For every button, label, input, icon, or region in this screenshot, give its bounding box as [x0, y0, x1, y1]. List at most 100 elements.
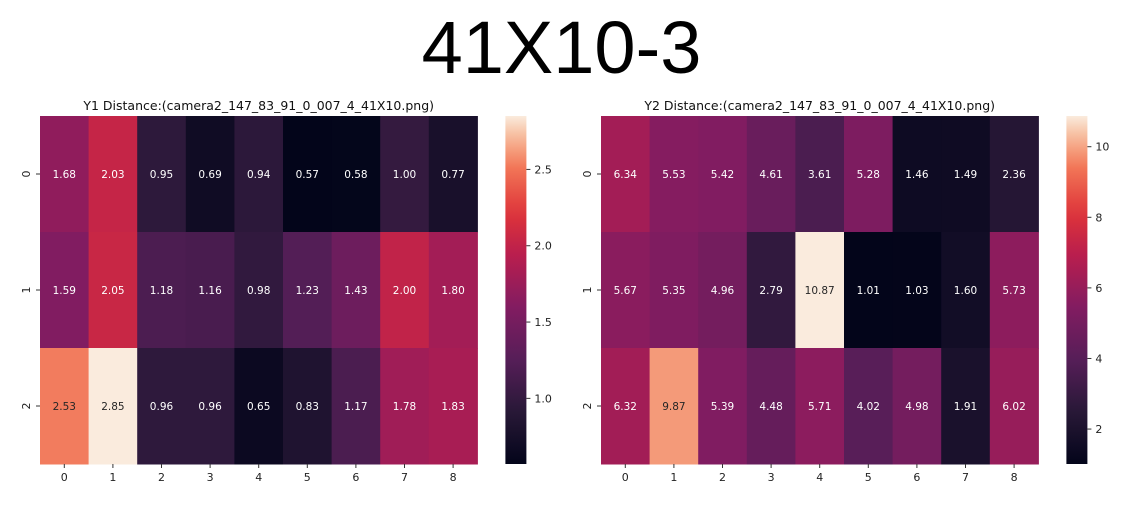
cell-value-label: 2.05: [101, 285, 124, 297]
heatmap-cell: [380, 116, 430, 233]
x-tick-label: 7: [962, 471, 969, 484]
heatmap-cell: [698, 348, 748, 465]
heatmap-cell: [844, 232, 894, 349]
x-tick-label: 1: [670, 471, 677, 484]
chart-title: Y2 Distance:(camera2_147_83_91_0_007_4_4…: [643, 98, 995, 113]
x-tick-label: 0: [61, 471, 68, 484]
heatmap-cell: [989, 116, 1039, 233]
cell-value-label: 0.83: [296, 401, 319, 413]
cell-value-label: 1.59: [53, 285, 76, 297]
x-tick-label: 5: [304, 471, 311, 484]
heatmap-cell: [331, 116, 381, 233]
heatmap-cell: [795, 348, 845, 465]
chart-title: Y1 Distance:(camera2_147_83_91_0_007_4_4…: [82, 98, 434, 113]
cell-value-label: 2.03: [101, 169, 124, 181]
cell-value-label: 4.48: [759, 401, 782, 413]
colorbar-tick-label: 6: [1095, 282, 1102, 295]
heatmap-cell: [649, 116, 699, 233]
heatmap-cell: [601, 348, 651, 465]
heatmap-cell: [88, 232, 138, 349]
heatmap-cell: [428, 232, 478, 349]
y-tick-label: 0: [20, 171, 33, 178]
cell-value-label: 0.96: [198, 401, 222, 413]
x-tick-label: 2: [158, 471, 165, 484]
cell-value-label: 5.35: [662, 285, 685, 297]
heatmap-cell: [283, 348, 333, 465]
cell-value-label: 5.67: [614, 285, 637, 297]
heatmap-cell: [331, 232, 381, 349]
heatmap-cell: [428, 348, 478, 465]
cell-value-label: 0.98: [247, 285, 270, 297]
heatmap-cell: [380, 232, 430, 349]
colorbar-tick-label: 4: [1095, 352, 1102, 365]
x-tick-label: 3: [768, 471, 775, 484]
heatmap-cell: [892, 116, 942, 233]
heatmap-cell: [137, 348, 187, 465]
cell-value-label: 1.18: [150, 285, 173, 297]
cell-value-label: 1.16: [198, 285, 222, 297]
heatmap-y2-panel: Y2 Distance:(camera2_147_83_91_0_007_4_4…: [561, 94, 1121, 514]
heatmap-cell: [989, 232, 1039, 349]
heatmap-cell: [649, 348, 699, 465]
cell-value-label: 3.61: [808, 169, 831, 181]
heatmap-cell: [428, 116, 478, 233]
x-tick-label: 8: [1011, 471, 1018, 484]
cell-value-label: 6.02: [1002, 401, 1025, 413]
x-tick-label: 1: [109, 471, 116, 484]
x-tick-label: 4: [816, 471, 823, 484]
x-tick-label: 0: [622, 471, 629, 484]
cell-value-label: 4.98: [905, 401, 928, 413]
colorbar-tick-label: 8: [1095, 211, 1102, 224]
x-tick-label: 7: [401, 471, 408, 484]
x-tick-label: 6: [352, 471, 359, 484]
x-tick-label: 6: [913, 471, 920, 484]
cell-value-label: 0.57: [296, 169, 319, 181]
page-title: 41X10-3: [421, 6, 702, 89]
heatmap-cell: [941, 232, 991, 349]
heatmap-cell: [283, 116, 333, 233]
heatmap-cell: [892, 348, 942, 465]
cell-value-label: 2.36: [1002, 169, 1026, 181]
heatmap-cell: [185, 232, 235, 349]
cell-value-label: 2.79: [759, 285, 782, 297]
x-tick-label: 5: [865, 471, 872, 484]
cell-value-label: 5.42: [711, 169, 734, 181]
cell-value-label: 1.68: [53, 169, 76, 181]
heatmap-cell: [137, 232, 187, 349]
heatmap-cell: [40, 116, 90, 233]
heatmap-cell: [234, 348, 284, 465]
cell-value-label: 0.77: [441, 169, 464, 181]
heatmap-cell: [698, 116, 748, 233]
heatmap-cell: [746, 116, 796, 233]
heatmap-cell: [844, 116, 894, 233]
y-tick-label: 2: [20, 403, 33, 410]
colorbar: [1066, 116, 1088, 464]
heatmap-cell: [601, 116, 651, 233]
cell-value-label: 5.73: [1002, 285, 1025, 297]
colorbar-tick-label: 2: [1095, 423, 1102, 436]
cell-value-label: 1.17: [344, 401, 367, 413]
heatmap-cell: [331, 348, 381, 465]
colorbar-tick-label: 1.0: [534, 392, 552, 405]
x-tick-label: 8: [450, 471, 457, 484]
heatmap-cell: [601, 232, 651, 349]
x-tick-label: 4: [255, 471, 262, 484]
colorbar: [505, 116, 527, 464]
cell-value-label: 0.94: [247, 169, 271, 181]
heatmap-cell: [88, 348, 138, 465]
cell-value-label: 5.53: [662, 169, 685, 181]
heatmap-cell: [40, 348, 90, 465]
heatmap-cell: [844, 348, 894, 465]
cell-value-label: 0.65: [247, 401, 270, 413]
heatmap-cell: [795, 116, 845, 233]
heatmap-cell: [234, 116, 284, 233]
heatmap-cell: [380, 348, 430, 465]
colorbar-tick-label: 10: [1095, 141, 1109, 154]
y-tick-label: 1: [20, 287, 33, 294]
heatmap-cell: [892, 232, 942, 349]
cell-value-label: 4.02: [857, 401, 880, 413]
cell-value-label: 1.00: [393, 169, 416, 181]
heatmap-cell: [941, 348, 991, 465]
cell-value-label: 1.49: [954, 169, 977, 181]
cell-value-label: 4.96: [711, 285, 735, 297]
